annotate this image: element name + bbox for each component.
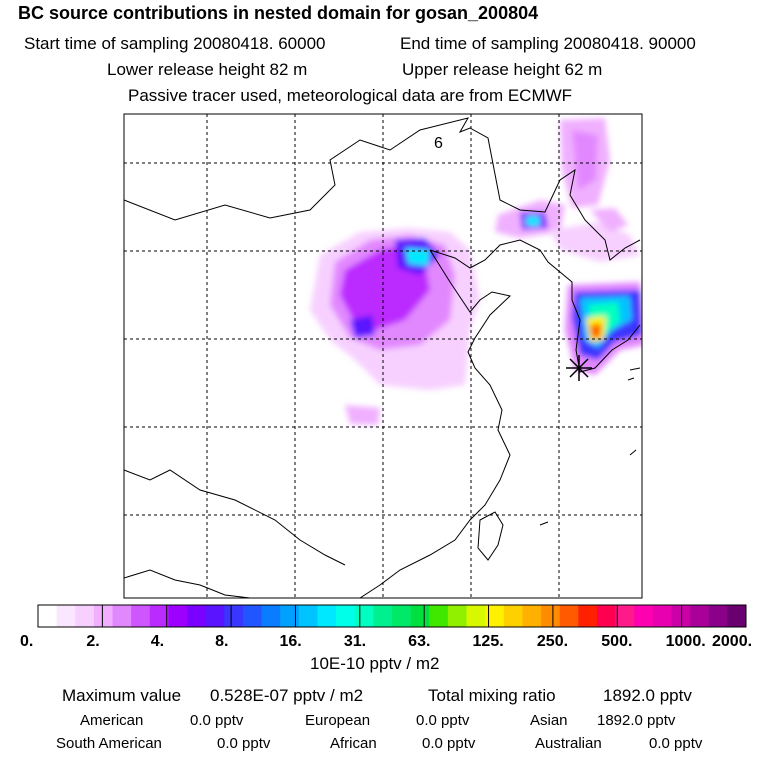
region-name: European <box>305 712 371 729</box>
colorbar-swatch <box>373 605 393 627</box>
region-name: Asian <box>530 712 568 729</box>
colorbar-swatch <box>93 605 114 627</box>
colorbar-swatch <box>261 605 281 627</box>
region-value: 0.0 pptv <box>649 735 703 752</box>
colorbar-tick-label: 16. <box>279 633 301 650</box>
colorbar-swatch <box>466 605 486 627</box>
colorbar-swatch <box>38 605 58 627</box>
map-frame <box>123 113 643 599</box>
colorbar-swatch <box>205 605 225 627</box>
concentration-field <box>310 118 642 425</box>
colorbar-swatch <box>615 605 635 627</box>
coastline <box>124 117 641 598</box>
colorbar-swatch <box>280 605 300 627</box>
colorbar-swatch <box>168 605 188 627</box>
colorbar-swatch <box>336 605 356 627</box>
lower-release-label: Lower release height 82 m <box>107 60 308 79</box>
region-name: Australian <box>535 735 602 752</box>
colorbar-swatch <box>727 605 747 627</box>
start-time-label: Start time of sampling 20080418. 60000 <box>24 34 326 53</box>
max-value-label: Maximum value <box>62 686 182 705</box>
upper-release-label: Upper release height 62 m <box>402 60 603 79</box>
colorbar-ticks: 0. 2. 4. 8. 16. 31. 63. 125. 250. 500. 1000. 2000. <box>20 605 752 650</box>
colorbar-swatch <box>596 605 617 627</box>
colorbar-swatch <box>652 605 672 627</box>
colorbar-swatch <box>112 605 132 627</box>
colorbar-tick-label: 31. <box>344 633 366 650</box>
colorbar-swatch <box>503 605 523 627</box>
region-name: South American <box>56 735 162 752</box>
total-mixing-value: 1892.0 pptv <box>603 686 692 705</box>
colorbar-tick-label: 250. <box>537 633 568 650</box>
colorbar-tick-label: 8. <box>215 633 228 650</box>
receptor-star-icon <box>566 355 592 381</box>
colorbar-swatch <box>75 605 95 627</box>
end-time-label: End time of sampling 20080418. 90000 <box>400 34 696 53</box>
region-value: 0.0 pptv <box>422 735 476 752</box>
colorbar-swatch <box>485 605 505 627</box>
colorbar-swatch <box>242 605 263 627</box>
colorbar <box>37 604 747 628</box>
map-label: 6 <box>434 135 443 152</box>
colorbar-frame <box>37 604 747 628</box>
colorbar-tick-label: 63. <box>408 633 430 650</box>
colorbar-tick-label: 1000. <box>666 633 706 650</box>
colorbar-swatch <box>149 605 169 627</box>
colorbar-units: 10E-10 pptv / m2 <box>310 654 440 673</box>
max-value: 0.528E-07 pptv / m2 <box>210 686 364 705</box>
colorbar-swatch <box>224 605 244 627</box>
colorbar-tick-label: 2000. <box>712 633 752 650</box>
colorbar-tick-label: 0. <box>20 633 33 650</box>
colorbar-tick-label: 2. <box>86 633 99 650</box>
colorbar-swatch <box>522 605 542 627</box>
region-value: 0.0 pptv <box>190 712 244 729</box>
colorbar-swatch <box>671 605 691 627</box>
region-name: American <box>80 712 144 729</box>
colorbar-swatch <box>131 605 151 627</box>
region-name: African <box>330 735 377 752</box>
colorbar-swatch <box>317 605 337 627</box>
tracer-label: Passive tracer used, meteorological data… <box>128 86 573 105</box>
colorbar-swatch <box>56 605 76 627</box>
region-value: 0.0 pptv <box>416 712 470 729</box>
colorbar-swatch <box>578 605 598 627</box>
colorbar-swatch <box>392 605 412 627</box>
colorbar-swatch <box>541 605 561 627</box>
colorbar-tick-label: 500. <box>601 633 632 650</box>
colorbar-swatch <box>634 605 654 627</box>
colorbar-swatch <box>690 605 710 627</box>
colorbar-tick-label: 125. <box>473 633 504 650</box>
colorbar-swatch <box>298 605 318 627</box>
colorbar-tick-label: 4. <box>151 633 164 650</box>
colorbar-swatch <box>708 605 728 627</box>
colorbar-swatch <box>429 605 449 627</box>
grid-lines <box>124 114 642 598</box>
colorbar-swatch <box>559 605 579 627</box>
colorbar-swatch <box>187 605 207 627</box>
colorbar-swatch <box>410 605 430 627</box>
total-mixing-label: Total mixing ratio <box>428 686 556 705</box>
colorbar-swatch <box>447 605 468 627</box>
region-value: 1892.0 pptv <box>597 712 676 729</box>
region-value: 0.0 pptv <box>217 735 271 752</box>
chart-title: BC source contributions in nested domain… <box>18 3 539 23</box>
colorbar-swatch <box>354 605 374 627</box>
